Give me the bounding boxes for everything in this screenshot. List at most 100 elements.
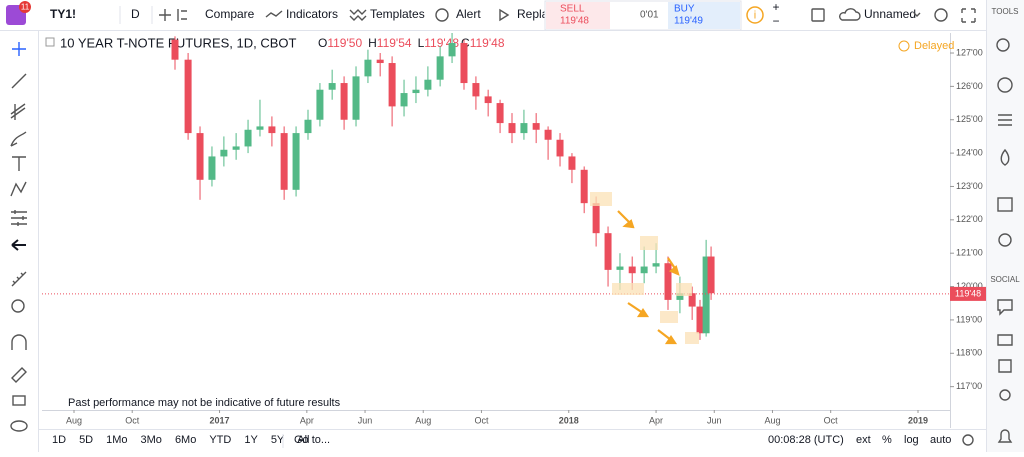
highlight-box[interactable] <box>660 311 678 323</box>
chat-icon[interactable] <box>997 299 1013 316</box>
range-button[interactable]: YTD <box>209 434 231 446</box>
range-button[interactable]: 3Mo <box>141 434 162 446</box>
prediction-tool[interactable] <box>11 210 27 226</box>
high-label: H <box>368 36 377 50</box>
highlight-box[interactable] <box>676 283 692 296</box>
dropdown-icon <box>913 12 921 17</box>
candle-body <box>220 149 228 157</box>
range-button[interactable]: 1Mo <box>106 434 127 446</box>
interval[interactable]: D <box>131 7 140 21</box>
alert-button[interactable]: Alert <box>456 7 481 21</box>
chart-settings-icon[interactable] <box>962 434 974 446</box>
arrow[interactable] <box>627 302 644 314</box>
auto-toggle[interactable]: auto <box>930 434 951 446</box>
zoom-tool[interactable] <box>11 299 25 313</box>
indicators-button[interactable]: Indicators <box>286 7 338 21</box>
symbol[interactable]: TY1! <box>50 7 76 21</box>
pattern-tool[interactable] <box>10 181 27 197</box>
range-buttons: 1D 5D 1Mo 3Mo 6Mo YTD 1Y 5Y All <box>52 434 310 446</box>
info-icon-text: i <box>754 9 756 21</box>
candle-body <box>412 89 420 94</box>
notifications-icon[interactable] <box>997 429 1013 443</box>
candle-body <box>640 266 648 274</box>
arrow-head <box>622 219 635 229</box>
replay-button[interactable]: Repla <box>517 7 549 21</box>
delayed-icon <box>898 40 910 52</box>
x-tick-label: 2017 <box>210 415 230 425</box>
range-button[interactable]: 5Y <box>271 434 285 446</box>
range-button[interactable]: 5D <box>79 434 93 446</box>
candle-body <box>376 59 384 64</box>
visibility-tool[interactable] <box>10 420 28 432</box>
watchlist-icon[interactable] <box>996 38 1010 52</box>
y-tick-label: 122'00 <box>956 214 983 224</box>
ext-toggle[interactable]: ext <box>856 434 871 446</box>
highlight-box[interactable] <box>640 236 658 250</box>
hotlist-icon[interactable] <box>1000 148 1010 166</box>
open-label: O <box>318 36 327 50</box>
badge <box>19 1 31 13</box>
crosshair-tool[interactable] <box>12 42 26 56</box>
range-button[interactable]: 6Mo <box>175 434 196 446</box>
settings-icon[interactable] <box>934 8 948 22</box>
zoom-out[interactable]: − <box>772 14 779 28</box>
highlight-box[interactable] <box>612 283 644 295</box>
fib-tool[interactable] <box>10 103 26 120</box>
percent-toggle[interactable]: % <box>882 434 892 446</box>
alerts-icon[interactable] <box>997 77 1013 93</box>
calendar-icon[interactable] <box>997 197 1013 212</box>
range-button[interactable]: All <box>297 434 309 446</box>
candle-body <box>652 263 660 267</box>
arrow[interactable] <box>617 210 631 224</box>
templates-button[interactable]: Templates <box>370 7 425 21</box>
zoom-in[interactable]: + <box>772 0 779 14</box>
measure-tool[interactable] <box>11 271 27 287</box>
candle-body <box>544 129 552 140</box>
notes-icon[interactable] <box>998 359 1012 373</box>
magnet-tool[interactable] <box>11 334 27 350</box>
delayed-status[interactable]: Delayed <box>914 40 954 52</box>
templates-icon <box>349 9 367 21</box>
log-toggle[interactable]: log <box>904 434 919 446</box>
fullscreen-icon[interactable] <box>961 8 976 23</box>
trendline-tool[interactable] <box>11 73 27 89</box>
layout-name[interactable]: Unnamed <box>864 7 916 21</box>
buy-price: 119'49 <box>674 16 703 27</box>
buy-label: BUY <box>674 4 695 15</box>
y-tick-label: 123'00 <box>956 181 983 191</box>
candle-body <box>292 133 300 190</box>
range-button[interactable]: 1D <box>52 434 66 446</box>
range-button[interactable]: 1Y <box>244 434 258 446</box>
brush-tool[interactable] <box>10 131 27 147</box>
data-window-icon[interactable] <box>998 114 1012 126</box>
compare-button[interactable]: Compare <box>205 7 255 21</box>
y-tick-label: 120'00 <box>956 281 983 291</box>
highlight-box[interactable] <box>685 332 699 344</box>
goto-button[interactable]: Go to... <box>294 434 330 446</box>
cloud-icon <box>839 8 861 21</box>
indicators-icon <box>265 10 283 18</box>
highlight-box[interactable] <box>590 192 612 206</box>
broadcast-icon[interactable] <box>999 389 1011 401</box>
lock-drawing-tool[interactable] <box>11 367 27 383</box>
back-tool[interactable] <box>11 239 26 251</box>
plot-area <box>42 33 950 340</box>
candle-body <box>171 39 179 60</box>
x-tick-label: Jun <box>707 415 722 425</box>
candle-body <box>568 156 576 170</box>
compare-icon <box>159 9 187 21</box>
streams-icon[interactable] <box>997 334 1013 346</box>
candle-body <box>364 59 372 77</box>
sell-label: SELL <box>560 4 585 15</box>
candle-body <box>707 256 715 294</box>
x-tick-label: Apr <box>300 415 314 425</box>
x-tick-label: 2019 <box>908 415 928 425</box>
ideas-icon[interactable] <box>998 233 1012 247</box>
sell-box[interactable] <box>546 2 610 29</box>
text-tool[interactable] <box>12 156 26 171</box>
info-icon[interactable] <box>746 6 764 24</box>
buy-box[interactable] <box>668 2 740 29</box>
lock-tool[interactable] <box>12 395 26 406</box>
layout-icon[interactable] <box>811 8 825 22</box>
collapse-icon[interactable] <box>45 37 55 47</box>
